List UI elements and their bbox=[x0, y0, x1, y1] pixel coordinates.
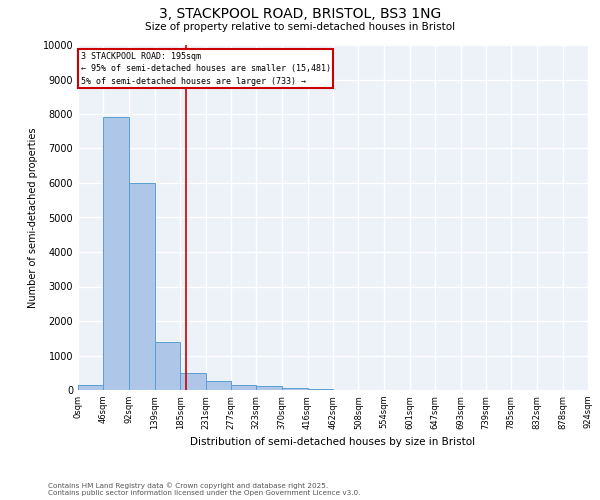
Bar bbox=[78, 385, 103, 390]
Text: Size of property relative to semi-detached houses in Bristol: Size of property relative to semi-detach… bbox=[145, 22, 455, 32]
Text: 3 STACKPOOL ROAD: 195sqm
← 95% of semi-detached houses are smaller (15,481)
5% o: 3 STACKPOOL ROAD: 195sqm ← 95% of semi-d… bbox=[81, 52, 331, 86]
Bar bbox=[282, 388, 308, 390]
Bar bbox=[180, 373, 206, 390]
Y-axis label: Number of semi-detached properties: Number of semi-detached properties bbox=[28, 127, 38, 308]
Bar bbox=[205, 382, 231, 390]
Bar bbox=[256, 386, 282, 390]
Bar bbox=[231, 385, 256, 390]
Text: Contains HM Land Registry data © Crown copyright and database right 2025.
Contai: Contains HM Land Registry data © Crown c… bbox=[48, 482, 361, 496]
Text: 3, STACKPOOL ROAD, BRISTOL, BS3 1NG: 3, STACKPOOL ROAD, BRISTOL, BS3 1NG bbox=[159, 8, 441, 22]
X-axis label: Distribution of semi-detached houses by size in Bristol: Distribution of semi-detached houses by … bbox=[190, 437, 476, 447]
Bar bbox=[155, 342, 180, 390]
Bar bbox=[129, 183, 155, 390]
Bar bbox=[103, 118, 129, 390]
